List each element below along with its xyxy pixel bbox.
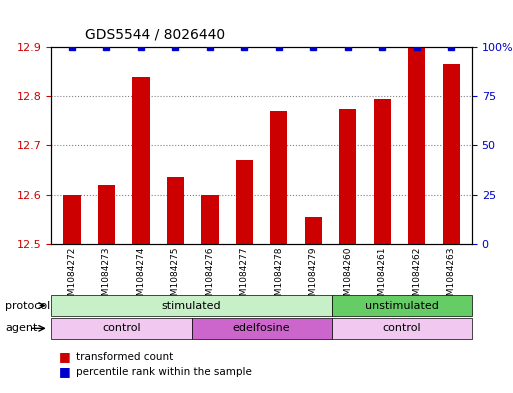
Text: percentile rank within the sample: percentile rank within the sample xyxy=(76,367,252,377)
Bar xyxy=(373,99,391,244)
Bar xyxy=(408,47,425,244)
Bar xyxy=(339,108,357,244)
Text: transformed count: transformed count xyxy=(76,352,173,362)
Text: edelfosine: edelfosine xyxy=(233,323,290,333)
Text: control: control xyxy=(383,323,421,333)
Text: protocol: protocol xyxy=(5,301,50,310)
Bar xyxy=(132,77,150,244)
Bar xyxy=(201,195,219,244)
Text: stimulated: stimulated xyxy=(162,301,221,310)
Text: agent: agent xyxy=(5,323,37,333)
Text: ■: ■ xyxy=(59,365,71,378)
Text: ■: ■ xyxy=(59,350,71,364)
Bar xyxy=(167,177,184,244)
Bar xyxy=(98,185,115,244)
Bar xyxy=(270,111,287,244)
Bar xyxy=(305,217,322,244)
Bar xyxy=(443,64,460,244)
Text: unstimulated: unstimulated xyxy=(365,301,439,310)
Text: GDS5544 / 8026440: GDS5544 / 8026440 xyxy=(85,28,225,42)
Bar xyxy=(236,160,253,244)
Bar xyxy=(64,195,81,244)
Text: control: control xyxy=(102,323,141,333)
